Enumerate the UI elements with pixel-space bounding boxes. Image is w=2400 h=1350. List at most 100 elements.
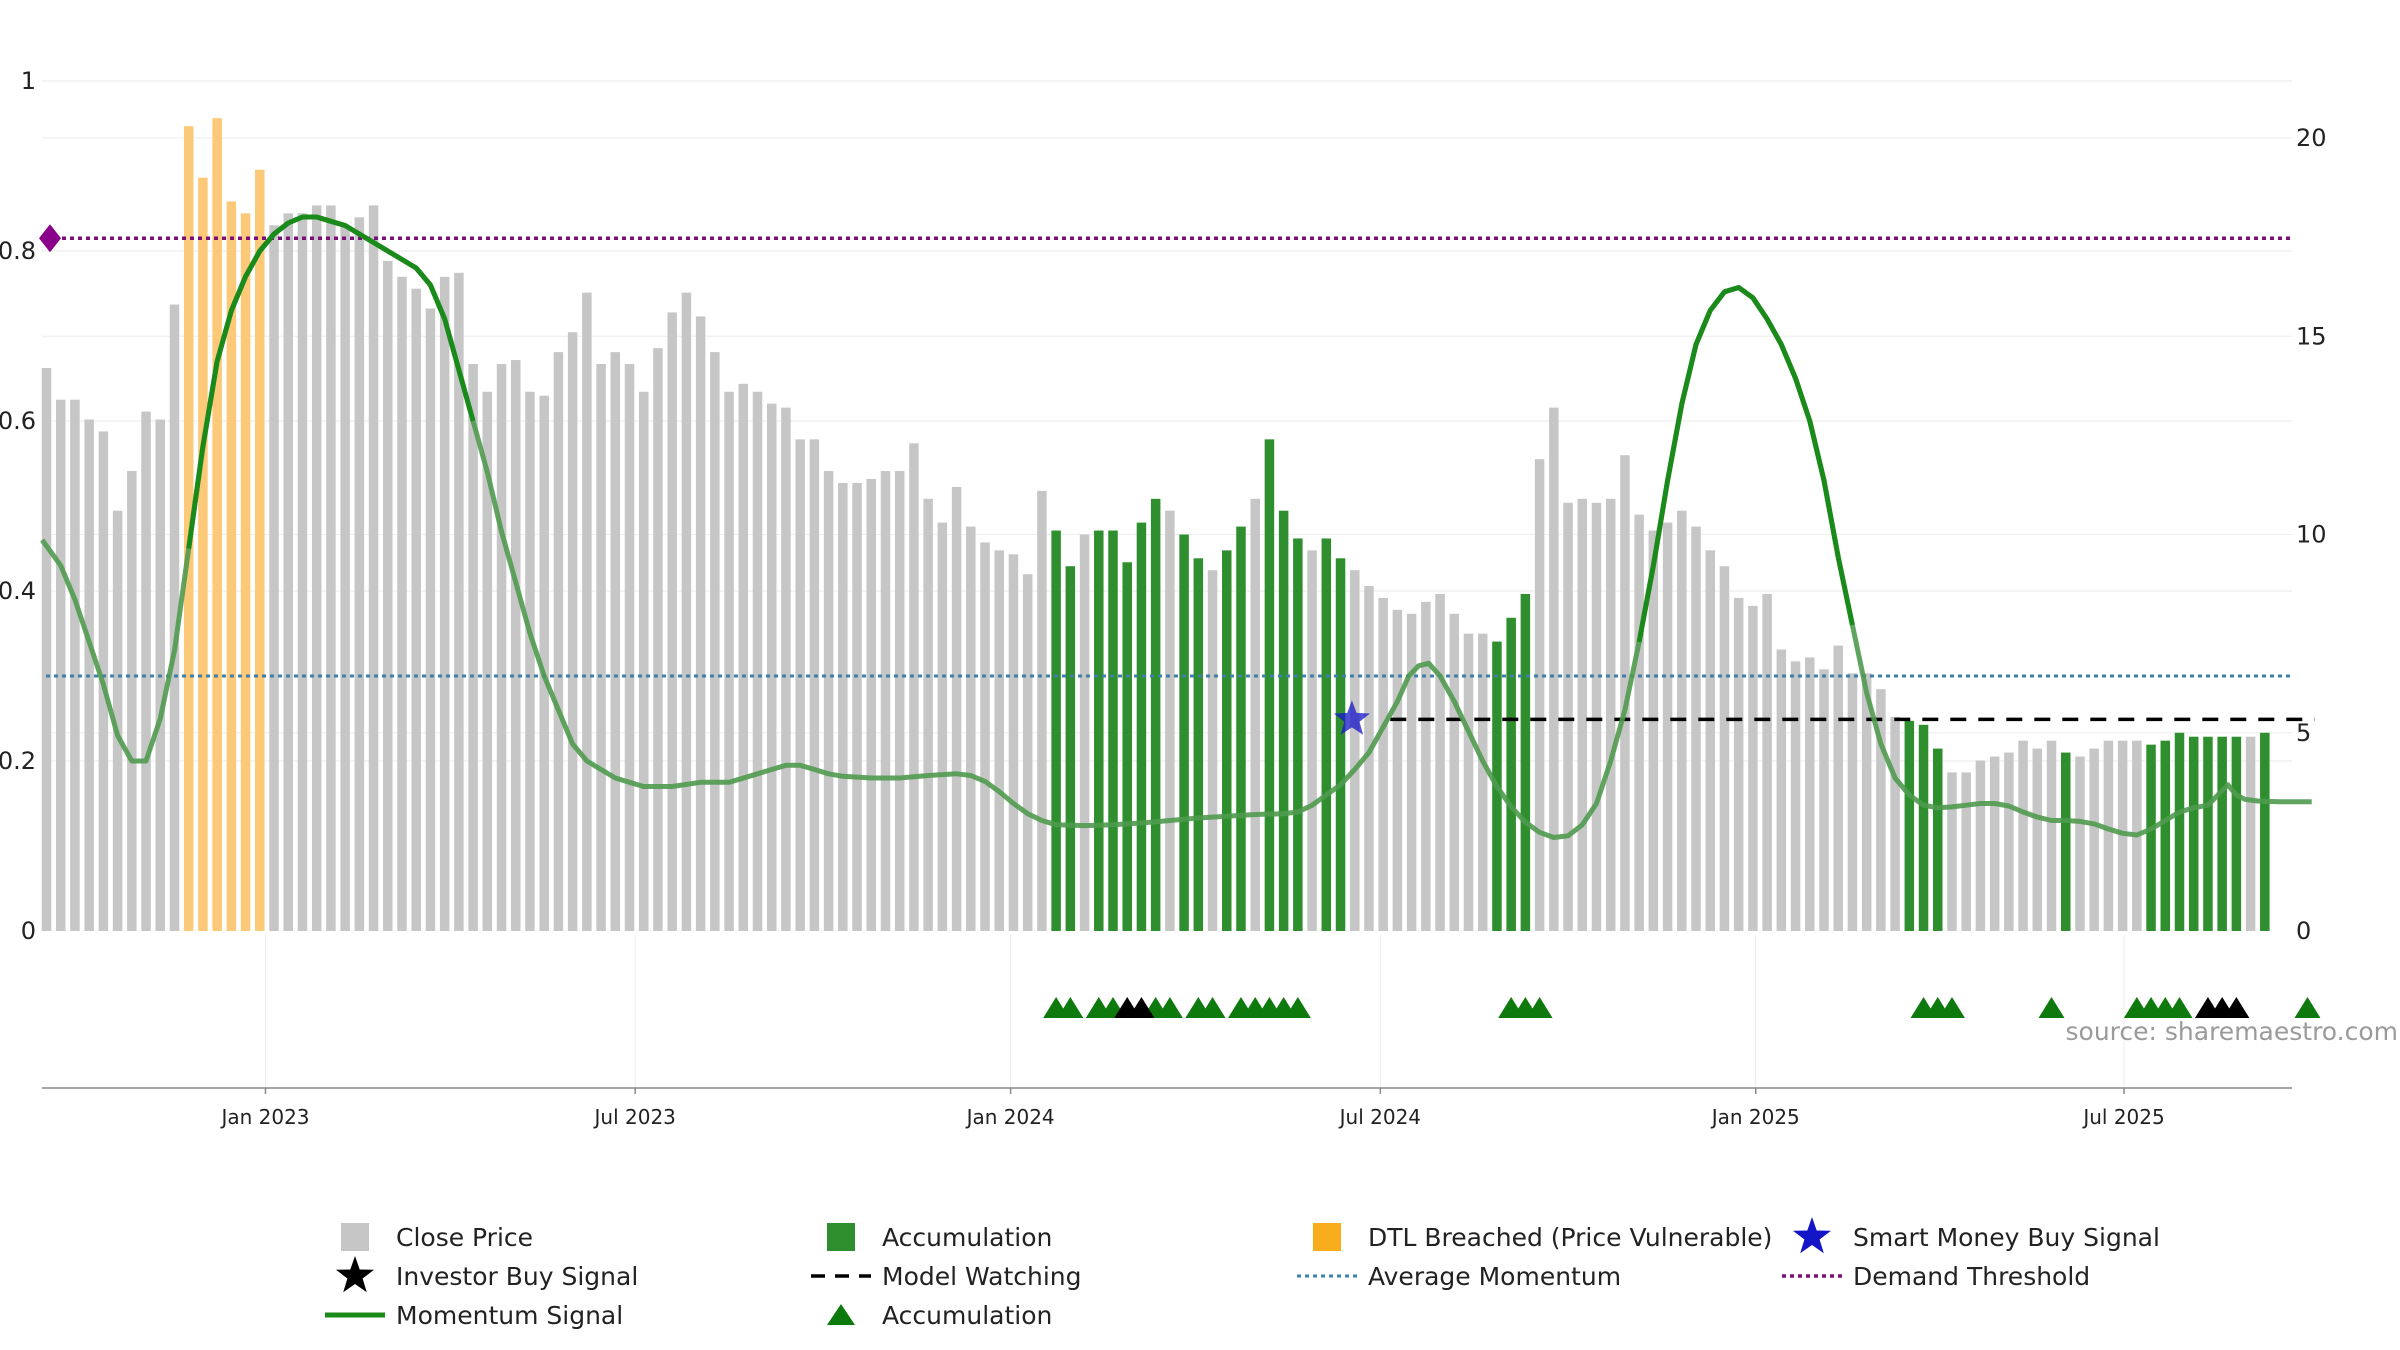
close-price-bar: [894, 471, 905, 931]
close-price-bar: [624, 364, 635, 931]
legend-swatch-close-price: [341, 1223, 369, 1251]
legend-item-dtl: DTL Breached (Price Vulnerable): [1313, 1223, 1772, 1252]
close-price-bar: [1705, 550, 1715, 931]
dtl-breached-bar: [255, 169, 265, 932]
accumulation-signal-marker: [2294, 997, 2321, 1018]
close-price-bar: [269, 225, 279, 932]
legend-label: Accumulation: [882, 1223, 1052, 1252]
left-axis-tick-label: 0: [21, 917, 36, 945]
close-price-bar: [2089, 748, 2099, 931]
signal-markers: [39, 224, 2321, 1018]
close-price-bar: [909, 443, 919, 931]
legend-item-close: Close Price: [341, 1223, 533, 1252]
accumulation-signal-marker: [1526, 997, 1553, 1018]
close-price-bar: [781, 407, 791, 931]
close-price-bar: [1591, 502, 1602, 931]
legend: Close Price Accumulation DTL Breached (Pri…: [325, 1217, 2160, 1330]
left-axis-tick-label: 0.8: [0, 237, 36, 265]
legend-item-demand: Demand Threshold: [1782, 1262, 2090, 1291]
dtl-breached-bar: [183, 126, 194, 932]
momentum-signal-strong-segment: [186, 214, 476, 549]
close-price-bar: [994, 550, 1004, 931]
legend-label: Momentum Signal: [396, 1301, 623, 1330]
close-price-bar: [838, 482, 848, 931]
legend-item-investor: Investor Buy Signal: [336, 1256, 638, 1293]
accumulation-bar: [1904, 720, 1915, 931]
close-price-bar: [368, 205, 379, 931]
close-price-bar: [1762, 593, 1772, 931]
close-price-bar: [752, 391, 763, 931]
legend-swatch-accumulation: [827, 1223, 855, 1251]
accumulation-bar: [2060, 752, 2071, 931]
accumulation-signal-marker: [1938, 997, 1965, 1018]
close-price-bar: [880, 471, 891, 931]
legend-label: Smart Money Buy Signal: [1853, 1223, 2160, 1252]
close-price-bar: [2004, 752, 2014, 931]
close-price-bar: [2032, 748, 2043, 931]
accumulation-bar: [2203, 736, 2213, 931]
close-price-bar: [766, 403, 777, 931]
close-price-bar: [127, 471, 137, 931]
x-axis-tick-label: Jan 2025: [1710, 1105, 1800, 1129]
x-axis-tick-label: Jan 2023: [219, 1105, 309, 1129]
close-price-bar: [283, 213, 293, 931]
smart-money-buy-signal: [1333, 700, 1370, 735]
close-price-bar: [1947, 772, 1957, 931]
close-price-bar: [1037, 490, 1047, 931]
close-price-bar: [55, 399, 66, 931]
accumulation-bar: [1108, 530, 1118, 931]
close-price-bar: [1250, 498, 1260, 931]
close-price-bar: [738, 383, 749, 932]
close-price-bar: [1307, 550, 1317, 931]
close-price-bar: [1733, 597, 1744, 931]
legend-triangle-icon: [827, 1304, 855, 1325]
close-price-bar: [1691, 526, 1701, 931]
accumulation-signal-marker: [1284, 997, 1311, 1018]
accumulation-bar: [1264, 439, 1275, 931]
legend-item-accum_bar: Accumulation: [827, 1223, 1052, 1252]
accumulation-bar: [1520, 593, 1531, 931]
right-axis-tick-label: 5: [2296, 719, 2311, 747]
close-price-bar: [454, 272, 464, 931]
accumulation-bar: [1933, 748, 1943, 931]
accumulation-bar: [2146, 744, 2156, 931]
close-price-bar: [638, 391, 649, 931]
close-price-bar: [582, 292, 592, 931]
close-price-bar: [2018, 740, 2028, 931]
close-price-bar: [1790, 661, 1801, 931]
close-price-bar: [1975, 760, 1986, 931]
momentum-signal: [40, 214, 2312, 840]
close-price-bar: [653, 348, 663, 931]
dtl-breached-bar: [198, 177, 208, 931]
close-price-bar: [1349, 570, 1360, 931]
accumulation-bar: [1236, 526, 1246, 931]
accumulation-bar: [2260, 732, 2270, 931]
close-price-bar: [1435, 593, 1445, 931]
source-label: source: sharemaestro.com: [2066, 1017, 2399, 1046]
close-price-bar: [326, 205, 336, 931]
close-price-bar: [866, 478, 877, 931]
accumulation-bar: [1122, 562, 1132, 931]
close-price-bar: [1961, 772, 1971, 931]
close-price-bar: [525, 391, 535, 931]
accumulation-bar: [1278, 510, 1289, 931]
close-price-bar: [1805, 657, 1815, 931]
close-price-bar: [695, 316, 706, 931]
close-price-bar: [1477, 633, 1488, 931]
legend-label: Close Price: [396, 1223, 533, 1252]
close-price-bar: [795, 439, 805, 931]
close-price-bar: [2117, 740, 2128, 931]
legend-swatch-dtl: [1313, 1223, 1341, 1251]
close-price-bar: [1719, 566, 1730, 931]
accumulation-signal-marker: [1156, 997, 1183, 1018]
accumulation-bar: [1065, 566, 1076, 931]
dtl-breached-bar: [226, 201, 237, 931]
legend-item-smart: Smart Money Buy Signal: [1793, 1217, 2160, 1254]
accumulation-bar: [1150, 498, 1161, 931]
close-price-bar: [1620, 455, 1630, 931]
close-price-bar: [610, 352, 621, 931]
close-price-bar: [112, 510, 123, 931]
close-price-bar: [1890, 716, 1900, 931]
close-price-bar: [482, 391, 493, 931]
close-price-bar: [567, 332, 578, 931]
